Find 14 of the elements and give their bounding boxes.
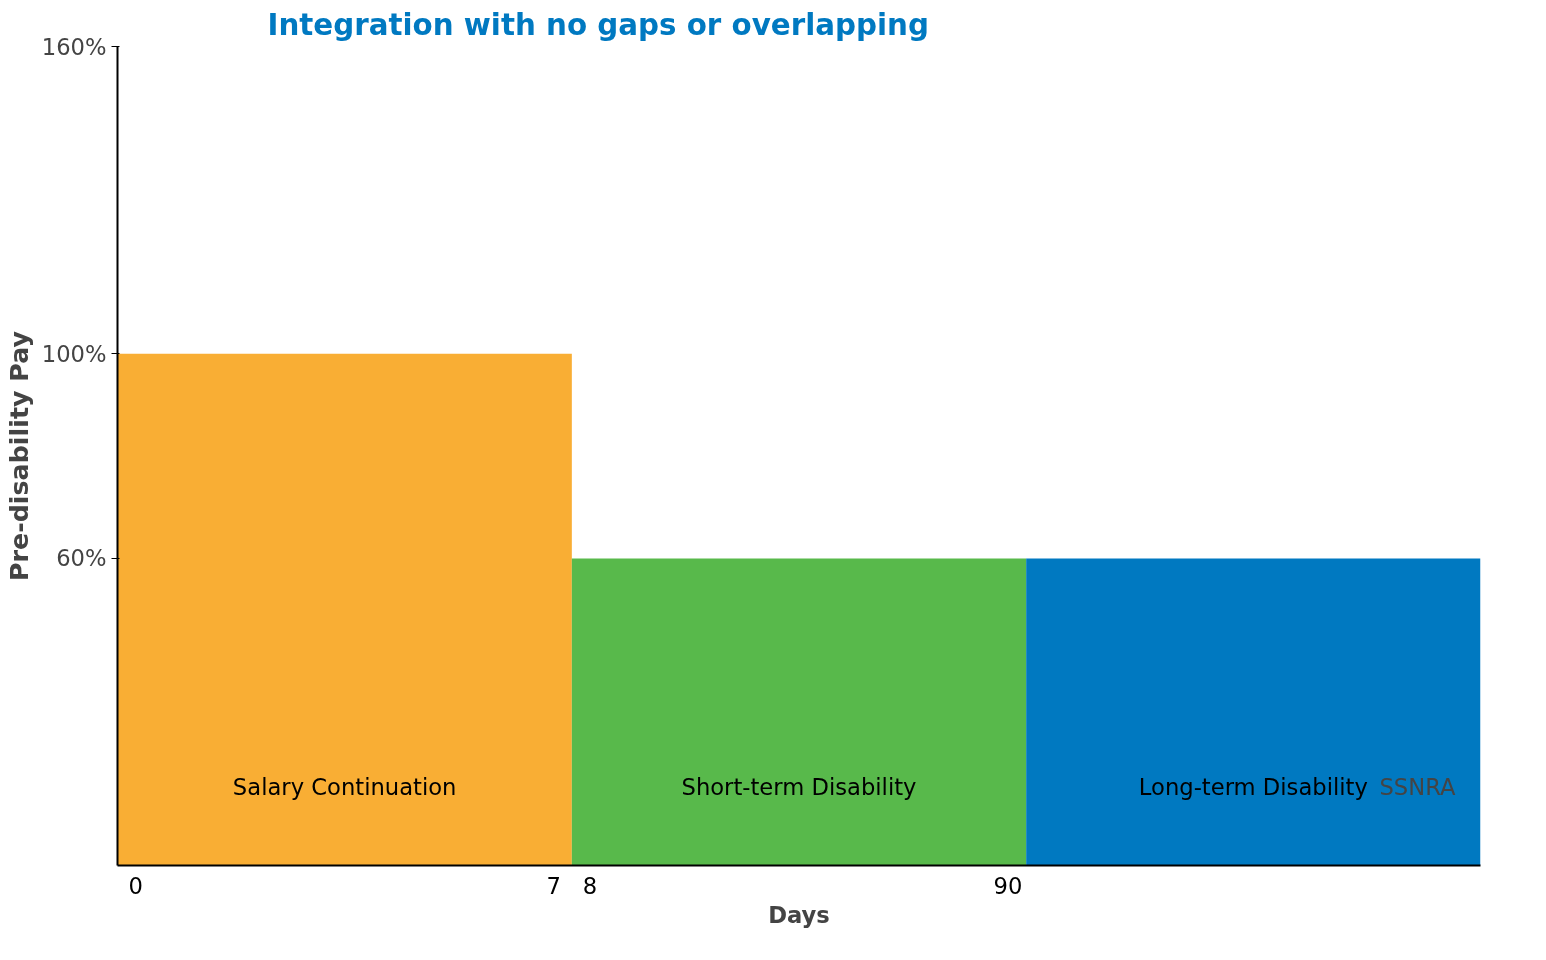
annotation: SSNRA: [1379, 773, 1456, 800]
y-tick-label: 60%: [56, 545, 107, 572]
chart-title: Integration with no gaps or overlapping: [267, 7, 929, 42]
x-axis-title: Days: [768, 901, 830, 928]
text: 90: [993, 872, 1023, 899]
text: 7: [546, 872, 561, 899]
text: 8: [582, 872, 598, 899]
x-tick-label: Short-term Disability: [681, 773, 917, 800]
y-tick-label: 100%: [41, 340, 107, 367]
x-tick-label: Salary Continuation: [232, 773, 457, 800]
text: 0: [128, 872, 143, 899]
y-axis-title: Pre-disability Pay: [3, 330, 34, 582]
y-tick-label: 160%: [41, 33, 107, 60]
x-tick-label: Long-term Disability: [1138, 773, 1368, 800]
